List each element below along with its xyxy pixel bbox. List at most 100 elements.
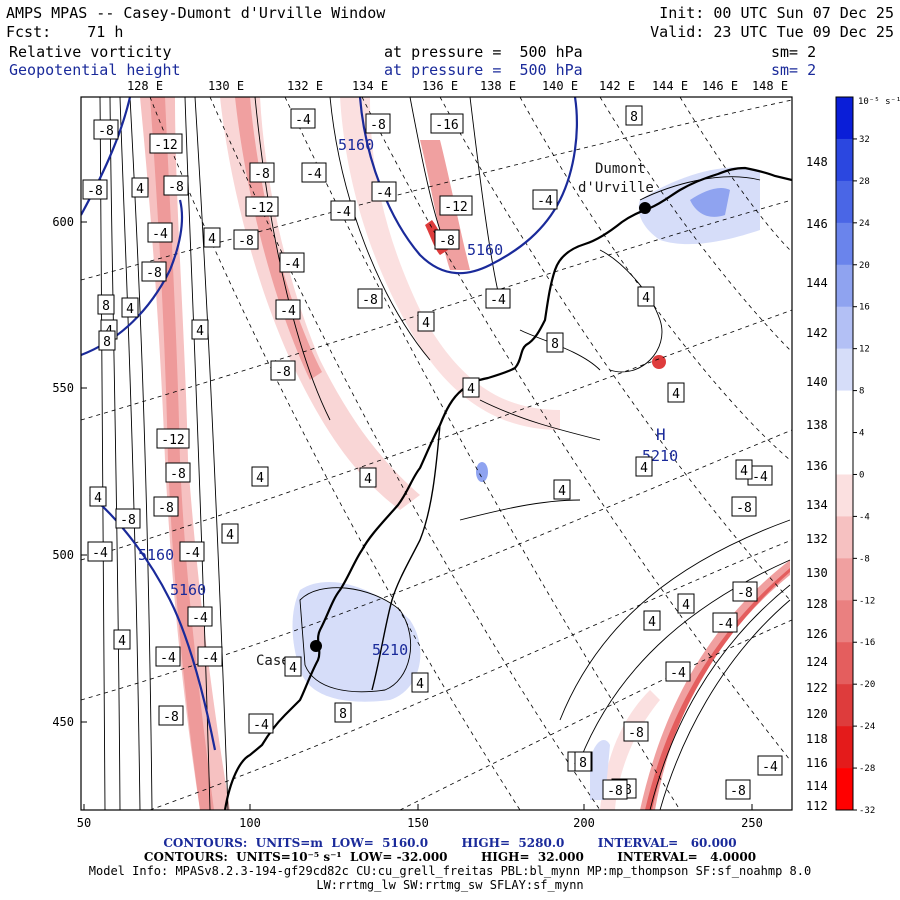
top-lon-label: 130 E (208, 79, 244, 93)
plot-title: AMPS MPAS -- Casey-Dumont d'Urville Wind… (6, 4, 386, 22)
right-lon-label: 120 E (806, 707, 842, 721)
svg-text:-8: -8 (628, 726, 644, 741)
vorticity-contour-label: 8 (97, 294, 115, 315)
right-lon-label: 148 E (806, 155, 842, 169)
svg-text:-8: -8 (254, 167, 270, 182)
svg-text:-4: -4 (490, 293, 506, 308)
colorbar-frame (835, 96, 854, 811)
svg-text:-4: -4 (92, 546, 108, 561)
vorticity-contour-label: 4 (89, 486, 107, 507)
vorticity-contour-label: -4 (485, 288, 511, 309)
svg-text:4: 4 (682, 598, 690, 613)
top-longitude-labels: 128 E 130 E 132 E 134 E 136 E 138 E 140 E 142 E… (127, 79, 788, 93)
colorbar-label: 20 (859, 261, 870, 271)
top-lon-label: 144 E (652, 79, 688, 93)
svg-text:-8: -8 (275, 365, 291, 380)
vorticity-contour-label: 4 (417, 311, 435, 332)
right-lon-label: 138 E (806, 418, 842, 432)
svg-text:8: 8 (551, 337, 559, 352)
top-lon-label: 138 E (480, 79, 516, 93)
vorticity-contour-label: -8 (158, 705, 184, 726)
colorbar-swatch (836, 348, 853, 391)
svg-text:-8: -8 (158, 501, 174, 516)
vorticity-contour-label: -8 (115, 508, 141, 529)
vorticity-contour-label: 4 (735, 459, 753, 480)
vorticity-contour-label: 4 (635, 456, 653, 477)
height-contour-label: 5160 (138, 546, 174, 564)
right-lon-label: 130 E (806, 566, 842, 580)
colorbar-label: -28 (859, 764, 875, 774)
colorbar-label: -20 (859, 680, 875, 690)
colorbar-swatch (836, 516, 853, 559)
x-tick-label: 100 (239, 816, 261, 830)
vorticity-contour-label: -4 (87, 541, 113, 562)
right-lon-label: 144 E (806, 276, 842, 290)
vorticity-contour-label: -4 (747, 465, 773, 486)
svg-text:4: 4 (289, 661, 297, 676)
svg-text:4: 4 (416, 677, 424, 692)
svg-text:8: 8 (339, 707, 347, 722)
svg-text:-8: -8 (87, 184, 103, 199)
svg-text:-8: -8 (238, 234, 254, 249)
vorticity-contour-label: 4 (191, 319, 209, 340)
x-tick-label: 150 (407, 816, 429, 830)
svg-text:4: 4 (196, 324, 204, 339)
right-lon-label: 128 E (806, 597, 842, 611)
right-lon-label: 116 E (806, 756, 842, 770)
field1-name: Relative vorticity (9, 43, 172, 61)
svg-text:-8: -8 (362, 293, 378, 308)
vorticity-contour-label: -12 (439, 195, 473, 216)
svg-text:8: 8 (630, 110, 638, 125)
vorticity-contour-label: -8 (623, 721, 649, 742)
vorticity-contour-label: 4 (667, 382, 685, 403)
ice-shelf-edge (371, 424, 441, 691)
svg-text:8: 8 (579, 756, 587, 771)
vorticity-contour-label: -8 (731, 496, 757, 517)
x-tick-label: 200 (573, 816, 595, 830)
svg-text:4: 4 (364, 472, 372, 487)
svg-text:-12: -12 (154, 138, 177, 153)
vorticity-contour-label: -8 (141, 261, 167, 282)
vorticity-contour-label: -8 (233, 229, 259, 250)
svg-text:-4: -4 (376, 186, 392, 201)
svg-text:4: 4 (136, 182, 144, 197)
vorticity-contour-label: -4 (155, 646, 181, 667)
vorticity-contour-label: -4 (275, 299, 301, 320)
svg-text:8: 8 (102, 299, 110, 314)
colorbar-swatch (836, 684, 853, 727)
vorticity-contour-label: 4 (677, 593, 695, 614)
vorticity-contour-label: -4 (197, 646, 223, 667)
svg-text:4: 4 (422, 316, 430, 331)
svg-text:4: 4 (126, 302, 134, 317)
svg-text:-4: -4 (160, 651, 176, 666)
right-lon-label: 124 E (806, 655, 842, 669)
colorbar-swatch (836, 726, 853, 769)
colorbar-swatch (836, 474, 853, 517)
vorticity-contour-label: -4 (179, 541, 205, 562)
vorticity-contour-label: 4 (359, 467, 377, 488)
svg-text:-4: -4 (284, 257, 300, 272)
vorticity-contour-label: 4 (553, 479, 571, 500)
right-lon-label: 142 E (806, 326, 842, 340)
vorticity-contour-label: -8 (93, 119, 119, 140)
vorticity-contour-label: -8 (163, 175, 189, 196)
right-lon-label: 140 E (806, 375, 842, 389)
vorticity-contour-label: -8 (82, 179, 108, 200)
y-axis-ticks: 600 550 500 450 (52, 215, 87, 729)
colorbar-swatch (836, 432, 853, 475)
map-frame (80, 96, 793, 811)
vorticity-contour-label: 4 (462, 377, 480, 398)
svg-text:4: 4 (558, 484, 566, 499)
top-lon-label: 142 E (599, 79, 635, 93)
vorticity-contour-label: 4 (411, 672, 429, 693)
svg-text:-8: -8 (120, 513, 136, 528)
height-contour-label: 5160 (170, 581, 206, 599)
y-tick-label: 500 (52, 548, 74, 562)
colorbar-swatch (836, 390, 853, 433)
field2-name: Geopotential height (9, 61, 181, 79)
colorbar-label: 24 (859, 219, 870, 229)
colorbar-swatch (836, 768, 853, 811)
svg-text:-4: -4 (335, 205, 351, 220)
top-lon-label: 136 E (422, 79, 458, 93)
